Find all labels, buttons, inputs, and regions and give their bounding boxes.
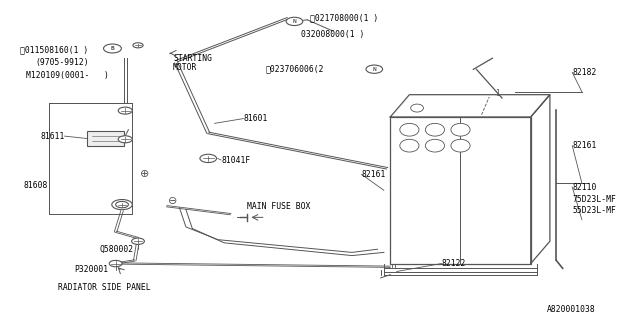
Text: N: N xyxy=(292,19,296,24)
Text: MAIN FUSE BOX: MAIN FUSE BOX xyxy=(246,202,310,211)
Circle shape xyxy=(133,43,143,48)
Text: ⊖: ⊖ xyxy=(168,196,178,206)
Circle shape xyxy=(132,238,145,244)
Text: Q580002: Q580002 xyxy=(100,245,134,254)
Text: 81041F: 81041F xyxy=(221,156,250,164)
Circle shape xyxy=(118,107,132,114)
Ellipse shape xyxy=(451,123,470,136)
Ellipse shape xyxy=(426,123,445,136)
Text: A820001038: A820001038 xyxy=(547,305,595,314)
Text: 82161: 82161 xyxy=(362,170,386,179)
Text: 81608: 81608 xyxy=(23,181,47,190)
Text: (9705-9912): (9705-9912) xyxy=(36,58,90,67)
Text: P320001: P320001 xyxy=(74,265,108,275)
Circle shape xyxy=(366,65,383,73)
Circle shape xyxy=(112,199,132,210)
Text: 55D23L-MF: 55D23L-MF xyxy=(572,206,616,215)
Text: MOTOR: MOTOR xyxy=(173,63,198,72)
Text: Ⓑ011508160(1 ): Ⓑ011508160(1 ) xyxy=(20,45,88,55)
Text: 82182: 82182 xyxy=(572,68,596,77)
Text: B: B xyxy=(111,46,115,51)
Circle shape xyxy=(118,136,132,143)
Text: ⓝ021708000(1 ): ⓝ021708000(1 ) xyxy=(310,14,379,23)
Text: 81611: 81611 xyxy=(40,132,65,140)
Text: 82161: 82161 xyxy=(572,141,596,150)
Text: ⓝ023706006(2: ⓝ023706006(2 xyxy=(266,65,324,74)
Text: 82122: 82122 xyxy=(442,259,466,268)
Ellipse shape xyxy=(400,123,419,136)
Text: 81601: 81601 xyxy=(243,114,268,123)
Circle shape xyxy=(200,154,216,163)
Bar xyxy=(390,117,531,264)
Text: 1: 1 xyxy=(495,90,500,99)
Text: 75D23L-MF: 75D23L-MF xyxy=(572,195,616,204)
Text: 82110: 82110 xyxy=(572,183,596,192)
Circle shape xyxy=(109,260,122,267)
Text: STARTING: STARTING xyxy=(173,53,212,62)
Circle shape xyxy=(286,17,303,26)
Ellipse shape xyxy=(411,104,424,112)
Bar xyxy=(87,131,124,146)
Circle shape xyxy=(116,201,129,208)
Text: 032008000(1 ): 032008000(1 ) xyxy=(301,30,364,39)
Text: M120109(0001-   ): M120109(0001- ) xyxy=(26,71,109,80)
Text: RADIATOR SIDE PANEL: RADIATOR SIDE PANEL xyxy=(58,283,151,292)
Ellipse shape xyxy=(426,139,445,152)
Text: ⊕: ⊕ xyxy=(140,169,149,179)
Ellipse shape xyxy=(451,139,470,152)
Circle shape xyxy=(104,44,122,53)
Text: N: N xyxy=(372,67,376,72)
Ellipse shape xyxy=(400,139,419,152)
